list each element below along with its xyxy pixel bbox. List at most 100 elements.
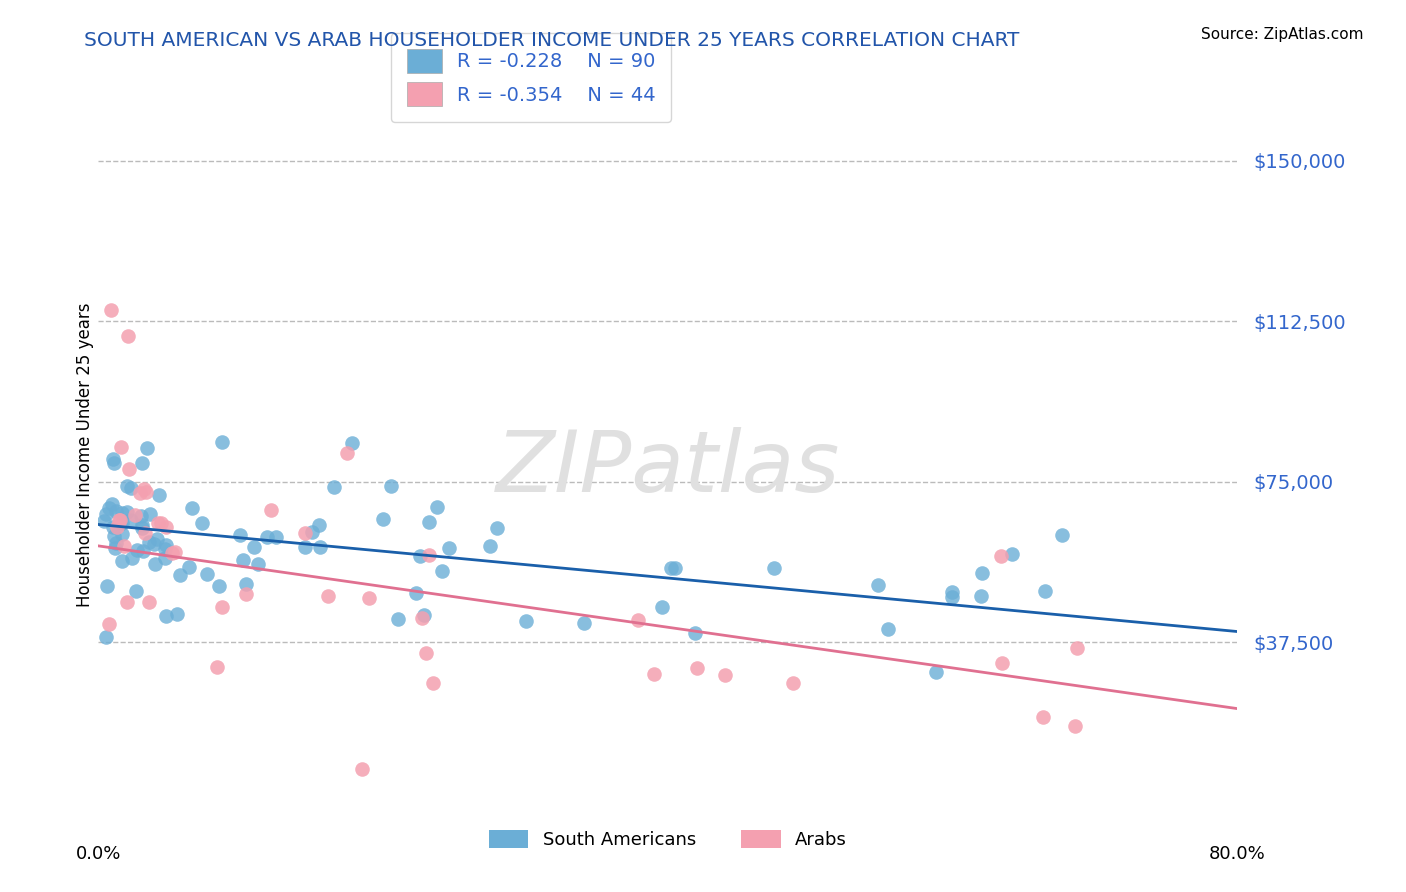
- Point: [111, 554, 134, 568]
- Point: [990, 549, 1012, 563]
- Point: [308, 517, 330, 532]
- Point: [155, 609, 177, 624]
- Point: [430, 564, 453, 578]
- Point: [941, 590, 963, 604]
- Point: [134, 525, 156, 540]
- Point: [103, 529, 125, 543]
- Point: [100, 497, 122, 511]
- Point: [138, 595, 160, 609]
- Point: [129, 508, 152, 523]
- Point: [104, 536, 127, 550]
- Text: SOUTH AMERICAN VS ARAB HOUSEHOLDER INCOME UNDER 25 YEARS CORRELATION CHART: SOUTH AMERICAN VS ARAB HOUSEHOLDER INCOM…: [84, 31, 1019, 50]
- Point: [426, 500, 449, 515]
- Point: [357, 591, 380, 605]
- Point: [107, 513, 129, 527]
- Point: [117, 328, 139, 343]
- Point: [125, 583, 148, 598]
- Point: [308, 540, 330, 554]
- Point: [142, 537, 165, 551]
- Point: [195, 567, 218, 582]
- Point: [260, 503, 283, 517]
- Point: [115, 505, 138, 519]
- Point: [94, 507, 117, 521]
- Point: [415, 646, 437, 660]
- Point: [100, 303, 122, 318]
- Point: [418, 548, 440, 562]
- Point: [1032, 710, 1054, 724]
- Point: [153, 541, 176, 556]
- Point: [762, 560, 785, 574]
- Point: [515, 614, 537, 628]
- Text: 80.0%: 80.0%: [1209, 845, 1265, 863]
- Point: [643, 667, 665, 681]
- Point: [208, 579, 231, 593]
- Point: [970, 566, 993, 580]
- Point: [146, 516, 169, 531]
- Point: [96, 631, 118, 645]
- Point: [439, 541, 461, 555]
- Point: [155, 520, 177, 534]
- Point: [177, 559, 200, 574]
- Point: [205, 660, 228, 674]
- Point: [651, 599, 673, 614]
- Point: [925, 665, 948, 679]
- Point: [131, 456, 153, 470]
- Point: [661, 561, 683, 575]
- Point: [169, 567, 191, 582]
- Point: [868, 578, 890, 592]
- Point: [191, 516, 214, 531]
- Point: [97, 617, 120, 632]
- Point: [131, 517, 153, 532]
- Point: [128, 486, 150, 500]
- Point: [105, 520, 128, 534]
- Point: [336, 445, 359, 459]
- Point: [572, 615, 595, 630]
- Point: [111, 516, 134, 530]
- Point: [181, 501, 204, 516]
- Point: [413, 608, 436, 623]
- Point: [714, 668, 737, 682]
- Point: [101, 451, 124, 466]
- Point: [125, 542, 148, 557]
- Point: [229, 528, 252, 542]
- Point: [782, 676, 804, 690]
- Point: [97, 501, 120, 516]
- Point: [124, 508, 146, 522]
- Point: [664, 561, 686, 575]
- Point: [243, 541, 266, 555]
- Point: [1063, 719, 1085, 733]
- Point: [941, 585, 963, 599]
- Point: [316, 589, 339, 603]
- Point: [232, 552, 254, 566]
- Point: [323, 479, 346, 493]
- Point: [1050, 528, 1073, 542]
- Point: [139, 507, 162, 521]
- Point: [136, 442, 159, 456]
- Point: [115, 595, 138, 609]
- Point: [235, 587, 257, 601]
- Point: [153, 551, 176, 566]
- Point: [160, 546, 183, 560]
- Point: [422, 676, 444, 690]
- Point: [409, 549, 432, 563]
- Point: [1033, 584, 1056, 599]
- Point: [1001, 548, 1024, 562]
- Point: [138, 535, 160, 549]
- Point: [405, 586, 427, 600]
- Point: [256, 530, 278, 544]
- Point: [111, 526, 134, 541]
- Point: [478, 540, 501, 554]
- Point: [877, 623, 900, 637]
- Point: [264, 530, 287, 544]
- Point: [418, 515, 440, 529]
- Point: [143, 558, 166, 572]
- Point: [294, 540, 316, 554]
- Text: ZIPatlas: ZIPatlas: [496, 427, 839, 510]
- Point: [93, 514, 115, 528]
- Point: [120, 513, 142, 527]
- Point: [121, 550, 143, 565]
- Point: [163, 545, 186, 559]
- Point: [110, 441, 132, 455]
- Point: [118, 462, 141, 476]
- Point: [387, 612, 409, 626]
